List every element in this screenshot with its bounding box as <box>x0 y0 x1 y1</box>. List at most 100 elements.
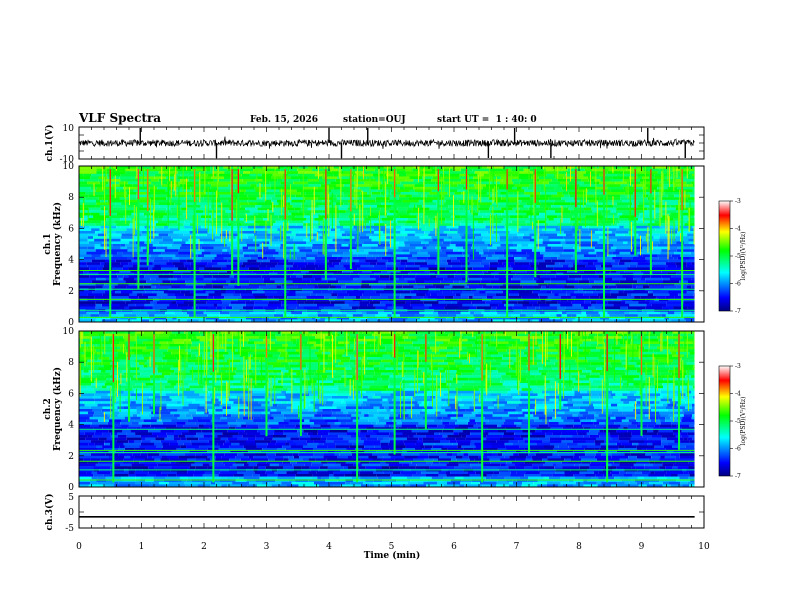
spectrogram-cell <box>248 283 267 286</box>
spectrogram-cell <box>246 181 260 185</box>
spectrogram-cell <box>379 333 391 337</box>
spectrogram-cell <box>385 262 396 265</box>
spectrogram-cell <box>272 364 285 368</box>
spectrogram-cell <box>481 357 494 360</box>
spectrogram-cell <box>415 331 424 334</box>
spectrogram-cell <box>619 354 629 358</box>
spectrogram-cell <box>415 346 420 350</box>
spectrogram-cell <box>448 173 460 177</box>
spectrogram-cell <box>610 267 628 271</box>
spectrogram-cell <box>111 293 130 297</box>
spectrogram-cell <box>602 367 615 371</box>
spectrogram-cell <box>330 225 336 229</box>
spectrogram-cell <box>528 215 538 219</box>
spectrogram-cell <box>628 354 643 358</box>
spectrogram-cell <box>489 220 502 224</box>
spectrogram-cell <box>555 166 564 169</box>
spectrogram-cell <box>180 179 189 182</box>
spectrogram-cell <box>282 293 296 297</box>
spectrogram-cell <box>522 236 532 239</box>
spectrogram-cell <box>511 277 522 281</box>
spectrogram-cell <box>422 246 427 250</box>
spectrogram-cell <box>262 194 276 198</box>
spectrogram-cell <box>253 233 266 237</box>
spectrogram-cell <box>557 223 573 226</box>
spectrogram-cell <box>613 319 630 322</box>
spectrogram-cell <box>379 238 395 242</box>
spectrogram-cell <box>689 171 695 174</box>
spectrogram-cell <box>216 306 222 310</box>
spectrogram-cell <box>190 186 195 190</box>
spectrogram-cell <box>316 303 335 307</box>
spectrogram-cell <box>517 246 530 250</box>
spectrogram-cell <box>149 194 167 198</box>
spectrogram-cell <box>638 254 643 258</box>
spectrogram-cell <box>350 241 356 245</box>
spectrogram-cell <box>465 280 481 284</box>
spectrogram-cell <box>273 223 281 226</box>
spectrogram-cell <box>627 181 641 185</box>
spectrogram-cell <box>468 173 478 177</box>
spectrogram-cell <box>307 314 318 317</box>
spectrogram-cell <box>426 197 444 200</box>
spectrogram-cell <box>123 264 133 268</box>
spectrogram-cell <box>562 192 569 195</box>
spectrogram-cell <box>641 341 659 345</box>
spectrogram-cell <box>526 370 539 373</box>
spectrogram-cell <box>306 241 316 245</box>
spectrogram-cell <box>407 207 413 211</box>
spectrogram-cell <box>595 333 614 337</box>
spectrogram-cell <box>500 192 509 195</box>
spectrogram-cell <box>339 215 349 219</box>
spectrogram-cell <box>652 249 662 252</box>
spectrogram-cell <box>509 231 518 234</box>
spectrogram-cell <box>167 341 174 345</box>
spectrogram-cell <box>411 194 422 198</box>
spectrogram-cell <box>614 218 619 221</box>
spectrogram-cell <box>557 220 570 224</box>
spectrogram-cell <box>465 210 470 213</box>
spectrogram-cell <box>673 168 683 172</box>
spectrogram-cell <box>376 346 386 350</box>
spectrogram-cell <box>618 351 627 355</box>
spectrogram-cell <box>169 333 176 337</box>
spectrogram-cell <box>443 359 455 363</box>
spectrogram-cell <box>209 244 227 247</box>
spectrogram-cell <box>605 270 611 273</box>
spectrogram-cell <box>409 176 423 180</box>
spectrogram-cell <box>409 251 418 255</box>
spectrogram-cell <box>568 192 586 195</box>
spectrogram-cell <box>431 168 442 172</box>
spectrogram-cell <box>372 333 380 337</box>
spectrogram-cell <box>567 277 576 281</box>
spectrogram-cell <box>607 349 621 352</box>
spectrogram-cell <box>539 306 558 310</box>
spectrogram-cell <box>277 372 285 376</box>
spectrogram-cell <box>354 189 362 193</box>
spectrogram-cell <box>275 264 284 268</box>
spectrogram-cell <box>659 341 669 345</box>
spectrogram-cell <box>646 303 652 307</box>
spectrogram-cell <box>381 372 394 376</box>
spectrogram-cell <box>644 184 662 187</box>
spectrogram-cell <box>543 181 549 185</box>
spectrogram-cell <box>661 194 668 198</box>
spectrogram-cell <box>663 280 680 284</box>
spectrogram-cell <box>87 233 98 237</box>
spectrogram-cell <box>389 207 397 211</box>
spectrogram-cell <box>185 181 199 185</box>
spectrogram-cell <box>228 199 233 203</box>
spectrogram-cell <box>546 372 562 376</box>
spectrogram-cell <box>512 207 520 211</box>
spectrogram-cell <box>636 285 644 289</box>
spectrogram-cell <box>665 314 681 317</box>
spectrogram-cell <box>258 223 268 226</box>
spectrogram-cell <box>432 277 444 281</box>
spectrogram-cell <box>199 298 209 302</box>
spectrogram-cell <box>125 331 137 334</box>
spectrogram-cell <box>254 349 266 352</box>
spectrogram-cell <box>123 277 135 281</box>
spectrogram-cell <box>227 319 235 322</box>
spectrogram-cell <box>189 231 208 234</box>
spectrogram-cell <box>602 298 613 302</box>
